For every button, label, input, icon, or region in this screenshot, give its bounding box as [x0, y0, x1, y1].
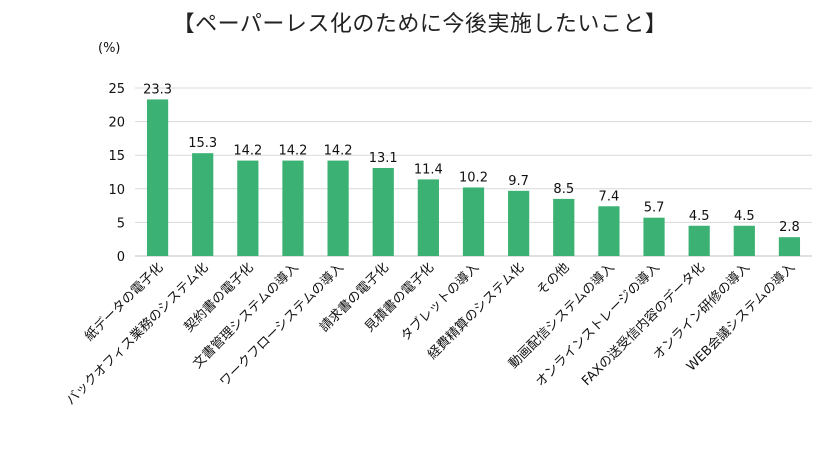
data-label: 14.2 — [233, 144, 262, 159]
data-label: 11.4 — [414, 162, 443, 177]
data-label: 23.3 — [143, 82, 172, 97]
bar — [146, 99, 169, 256]
data-label: 7.4 — [599, 189, 620, 204]
y-tick-label: 15 — [108, 149, 125, 164]
data-label: 5.7 — [644, 201, 665, 216]
data-label: 8.5 — [553, 182, 574, 197]
bar — [462, 187, 485, 256]
category-label: タブレットの導入 — [397, 260, 482, 345]
bar — [327, 160, 349, 256]
category-labels: 紙データの電子化バックオフィス業務のシステム化契約書の電子化文書管理システムの導… — [63, 260, 798, 409]
chart-title: 【ペーパーレス化のために今後実施したいこと】 — [172, 12, 668, 37]
y-tick-label: 10 — [108, 183, 125, 198]
bar — [553, 198, 575, 256]
bar — [643, 217, 665, 256]
data-labels: 23.3 15.3 14.2 14.2 14.2 13.1 11.4 10.2 9.7 8.5 7.… — [143, 82, 800, 235]
bars — [146, 99, 801, 256]
bar — [282, 160, 304, 256]
y-axis-ticks: 0 5 10 15 20 25 — [108, 82, 125, 265]
bar — [508, 190, 530, 256]
data-label: 4.5 — [689, 209, 710, 224]
data-label: 13.1 — [369, 151, 398, 166]
bar — [598, 206, 620, 256]
data-label: 9.7 — [508, 174, 529, 189]
bar — [688, 225, 710, 256]
y-tick-label: 5 — [117, 216, 125, 231]
data-label: 10.2 — [459, 170, 488, 185]
bar — [192, 153, 214, 256]
y-tick-label: 20 — [108, 116, 125, 131]
data-label: 2.8 — [779, 220, 800, 235]
y-tick-label: 25 — [108, 82, 125, 97]
bar — [237, 160, 259, 256]
bar — [417, 179, 439, 256]
data-label: 14.2 — [278, 144, 307, 159]
bar — [778, 237, 801, 256]
y-axis-unit-label: (%) — [98, 41, 121, 56]
category-label: その他 — [534, 260, 572, 298]
data-label: 14.2 — [324, 144, 353, 159]
data-label: 4.5 — [734, 209, 755, 224]
data-label: 15.3 — [188, 136, 217, 151]
category-label: 紙データの電子化 — [82, 260, 167, 345]
bar — [372, 167, 394, 256]
bar — [733, 225, 755, 256]
y-tick-label: 0 — [117, 250, 125, 265]
